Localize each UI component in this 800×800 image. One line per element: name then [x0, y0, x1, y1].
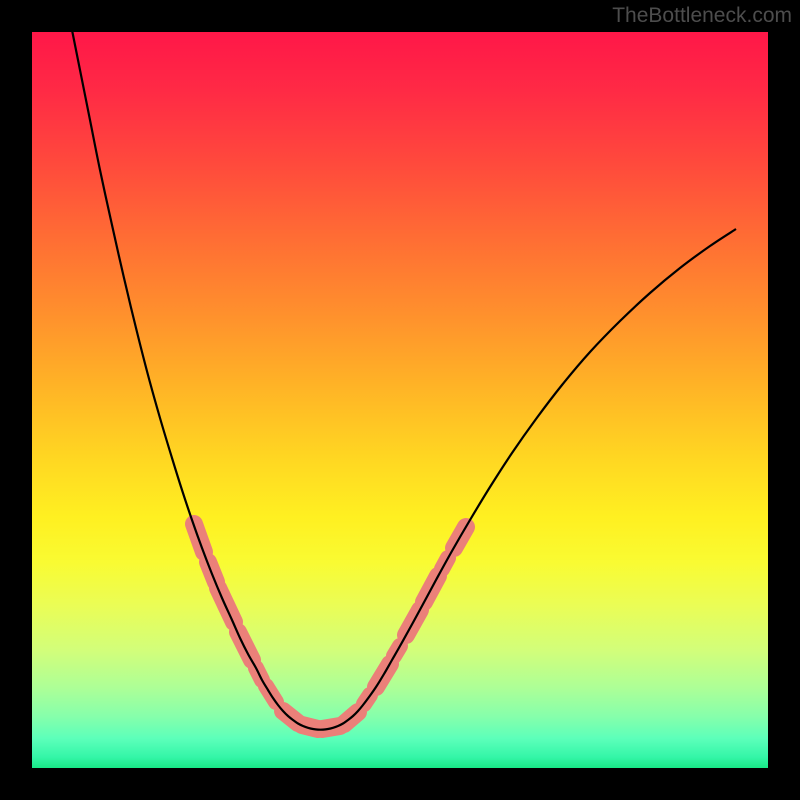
- watermark-text: TheBottleneck.com: [612, 4, 792, 28]
- chart-svg: [32, 32, 768, 768]
- outer-frame: TheBottleneck.com: [0, 0, 800, 800]
- plot-area: [32, 32, 768, 768]
